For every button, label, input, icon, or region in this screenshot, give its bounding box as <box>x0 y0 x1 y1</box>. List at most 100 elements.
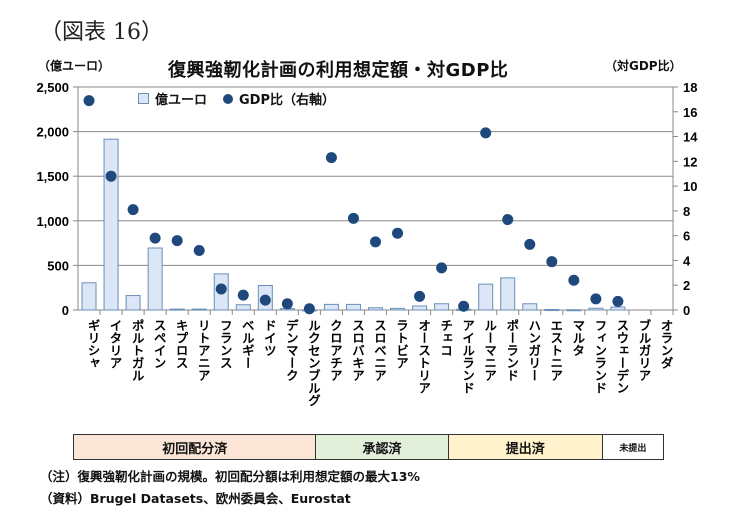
right-tick-label: 6 <box>683 229 690 244</box>
bar <box>412 305 428 311</box>
category-label: オーストリア <box>416 319 431 394</box>
chart-title: 復興強靭化計画の利用想定額・対GDP比 <box>168 60 509 81</box>
category-label: アイルランド <box>460 319 475 394</box>
right-tick-label: 16 <box>683 105 697 120</box>
left-tick-label: 500 <box>47 258 69 273</box>
category-label: ラトビア <box>394 319 409 369</box>
gdp-dot <box>105 170 117 182</box>
bar <box>610 306 626 311</box>
bar <box>169 308 185 311</box>
status-group-2: 承認済 <box>316 435 449 459</box>
category-label: フランス <box>218 319 233 369</box>
bar <box>103 138 119 311</box>
bar <box>345 303 361 311</box>
bar <box>191 308 207 311</box>
legend-dot-swatch <box>223 93 234 104</box>
category-label: スロバキア <box>350 319 365 382</box>
bar <box>500 277 516 311</box>
category-label: オランダ <box>658 319 673 369</box>
left-tick-label: 1,500 <box>36 169 69 184</box>
left-tick-label: 0 <box>62 303 69 318</box>
legend: 億ユーロ GDP比（右軸） <box>138 89 335 108</box>
category-label: スウェーデン <box>614 319 629 394</box>
gdp-dot <box>480 127 492 139</box>
right-tick-label: 2 <box>683 278 690 293</box>
legend-bar-swatch <box>138 93 149 104</box>
right-tick-label: 14 <box>683 130 698 145</box>
category-label: チェコ <box>438 319 453 357</box>
category-label: ルーマニア <box>482 319 497 382</box>
bar <box>390 307 406 311</box>
category-label: スペイン <box>152 319 167 369</box>
left-axis-unit: （億ユーロ） <box>38 59 111 73</box>
status-group-3: 提出済 <box>448 435 603 459</box>
gdp-dot <box>303 303 315 315</box>
category-label: ギリシャ <box>86 318 101 369</box>
left-tick-label: 2,000 <box>36 125 69 140</box>
right-tick-label: 10 <box>683 179 697 194</box>
category-label: ルクセンブルグ <box>306 319 321 407</box>
gdp-dot <box>325 152 337 164</box>
bar <box>566 309 582 312</box>
right-tick-label: 0 <box>683 303 690 318</box>
gdp-dot <box>193 245 205 257</box>
gdp-dot <box>414 290 426 302</box>
category-label: ベルギー <box>240 319 255 369</box>
category-label: キプロス <box>174 319 189 369</box>
gdp-dot <box>237 289 249 301</box>
source-text: （資料）Brugel Datasets、欧州委員会、Eurostat <box>40 491 351 506</box>
bar <box>588 307 604 311</box>
bar <box>522 303 538 311</box>
gdp-dot <box>127 204 139 216</box>
bar <box>478 283 494 311</box>
bar <box>235 304 251 311</box>
bar <box>323 303 339 311</box>
gdp-dot <box>458 300 470 312</box>
category-label: エストニア <box>548 319 563 382</box>
figure-label: （図表 16） <box>40 20 163 45</box>
gdp-dot <box>502 214 514 226</box>
bar <box>368 307 383 311</box>
gdp-dot <box>149 232 161 244</box>
category-label: ブルガリア <box>636 318 651 382</box>
category-label: クロアチア <box>328 319 343 382</box>
gdp-dot <box>347 212 359 224</box>
bar <box>81 282 97 311</box>
left-tick-label: 2,500 <box>36 80 69 95</box>
gdp-dot <box>215 283 227 295</box>
left-tick-label: 1,000 <box>36 214 69 229</box>
status-bar: 初回配分済 承認済 提出済 未提出 <box>73 434 664 460</box>
gdp-dot <box>546 256 558 268</box>
category-label: マルタ <box>570 319 585 357</box>
right-tick-label: 12 <box>683 154 697 169</box>
category-label: イタリア <box>108 319 123 369</box>
bar <box>125 295 141 311</box>
gdp-dot <box>524 238 536 250</box>
gdp-dot <box>83 95 95 107</box>
bar <box>147 247 163 311</box>
status-group-1: 初回配分済 <box>74 435 317 459</box>
right-tick-label: 8 <box>683 204 690 219</box>
category-label: ポーランド <box>504 318 519 382</box>
legend-bar-label: 億ユーロ <box>155 93 208 108</box>
category-label: フィンランド <box>592 319 607 394</box>
category-label: ポルトガル <box>130 318 145 382</box>
gdp-dot <box>590 293 602 305</box>
bar <box>434 303 450 311</box>
gdp-dot <box>392 227 404 239</box>
category-label: デンマーク <box>284 318 299 382</box>
note-text: （注）復興強靭化計画の規模。初回配分額は利用想定額の最大13% <box>40 469 420 484</box>
gdp-dot <box>259 294 271 306</box>
right-tick-label: 18 <box>683 80 697 95</box>
gdp-dot <box>612 295 624 307</box>
gdp-dot <box>436 262 448 274</box>
status-group-4: 未提出 <box>602 435 663 459</box>
gdp-dot <box>281 298 293 310</box>
category-label: リトアニア <box>196 319 211 382</box>
chart-canvas: 0 500 1,000 1,500 2,000 2,500 0 2 4 6 8 10 12 14 16 18 ギ… <box>36 80 698 407</box>
bar <box>544 309 560 312</box>
category-label: ハンガリー <box>526 319 541 382</box>
category-label: スロベニア <box>372 319 387 382</box>
category-label: ドイツ <box>262 319 277 357</box>
gdp-dot <box>568 274 580 286</box>
